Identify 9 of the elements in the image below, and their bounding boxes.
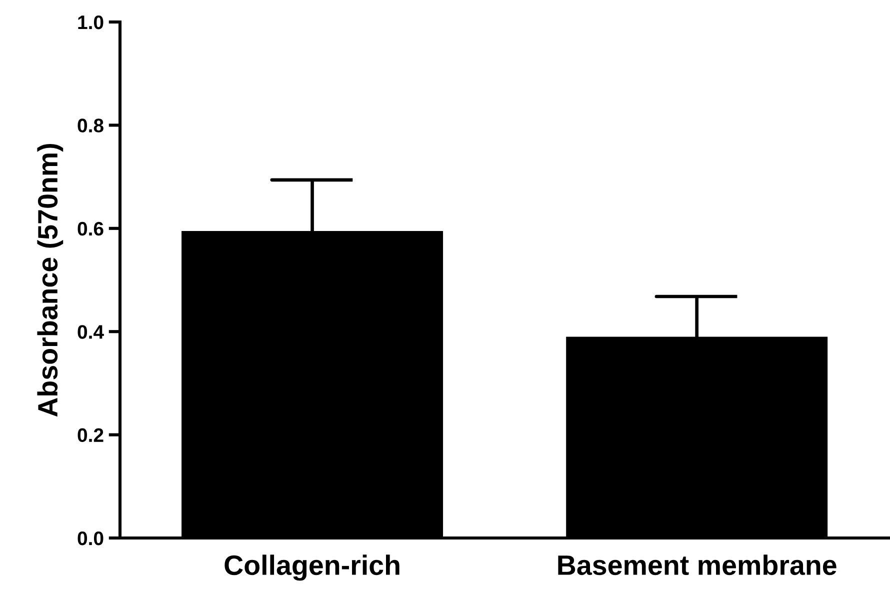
y-tick-label: 0.4 — [78, 325, 104, 339]
x-tick-label: Basement membrane — [558, 554, 836, 576]
x-tick-label: Collagen-rich — [224, 554, 400, 581]
y-tick-label: 1.0 — [78, 15, 104, 30]
y-axis-title: Absorbance (570nm) — [37, 144, 64, 417]
y-tick-label: 0.8 — [78, 118, 104, 132]
y-tick-label: 0.2 — [78, 428, 104, 442]
y-tick-label: 0.0 — [78, 531, 104, 546]
y-tick-label: 0.6 — [78, 222, 104, 236]
